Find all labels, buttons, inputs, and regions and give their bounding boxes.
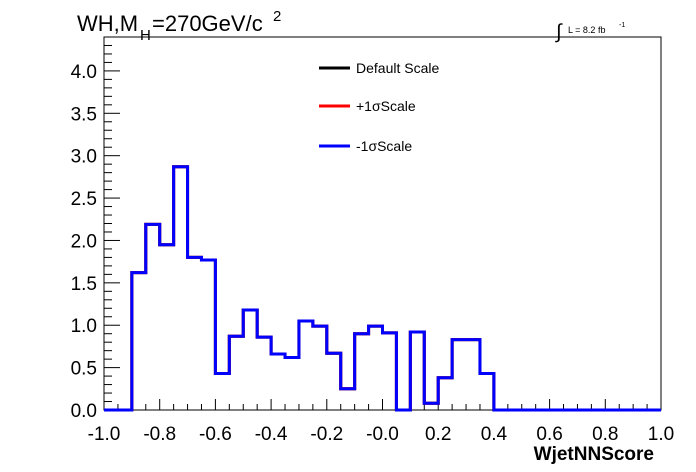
x-axis: -1.0 -0.8 -0.6 -0.4 -0.2 -0.0 0.2 0.4 0.6 0.8 1.0 — [88, 399, 674, 445]
y-tick-label: 2.0 — [71, 231, 97, 252]
y-tick-label: 0.5 — [71, 359, 97, 380]
y-tick-label: 3.5 — [71, 104, 97, 125]
integral-symbol: ∫ — [555, 21, 563, 43]
legend-label-default: Default Scale — [356, 60, 439, 76]
legend-item-minus1sigma: -1σScale — [319, 138, 412, 154]
series-group — [104, 165, 661, 412]
lumi-label: ∫ L = 8.2 fb -1 — [555, 21, 625, 43]
legend-item-plus1sigma: +1σScale — [319, 98, 416, 114]
legend-label-minus1sigma: -1σScale — [356, 138, 412, 154]
x-tick-label: 0.8 — [592, 424, 618, 445]
title-subscript: H — [140, 27, 151, 44]
x-tick-label: -0.4 — [255, 424, 288, 445]
y-axis: 0.0 0.5 1.0 1.5 2.0 2.5 3.0 3.5 4.0 — [71, 36, 120, 422]
chart-title: WH,M H =270GeV/c 2 — [77, 8, 281, 44]
lumi-text: L = 8.2 fb — [568, 25, 605, 35]
y-tick-label: 0.0 — [71, 401, 97, 422]
x-tick-label: -1.0 — [88, 424, 121, 445]
y-tick-label: 3.0 — [71, 147, 97, 168]
title-main: WH,M — [77, 11, 138, 36]
legend-label-plus1sigma: +1σScale — [356, 98, 416, 114]
y-tick-label: 1.5 — [71, 274, 97, 295]
x-tick-label: -0.2 — [310, 424, 343, 445]
series-line-minus1sigma — [104, 165, 661, 412]
legend: Default Scale +1σScale -1σScale — [319, 60, 439, 154]
y-tick-label: 4.0 — [71, 62, 97, 83]
x-tick-label: 0.2 — [425, 424, 451, 445]
title-rest: =270GeV/c — [152, 11, 263, 36]
x-tick-label: -0.0 — [366, 424, 399, 445]
y-tick-label: 2.5 — [71, 189, 97, 210]
x-tick-label: -0.8 — [143, 424, 176, 445]
x-axis-label: WjetNNScore — [534, 444, 654, 465]
lumi-superscript: -1 — [619, 22, 625, 29]
x-tick-label: 0.6 — [536, 424, 562, 445]
x-tick-label: 1.0 — [648, 424, 674, 445]
x-tick-label: -0.6 — [199, 424, 232, 445]
y-tick-label: 1.0 — [71, 316, 97, 337]
legend-item-default: Default Scale — [319, 60, 439, 76]
x-tick-label: 0.4 — [481, 424, 508, 445]
title-superscript: 2 — [273, 8, 281, 25]
